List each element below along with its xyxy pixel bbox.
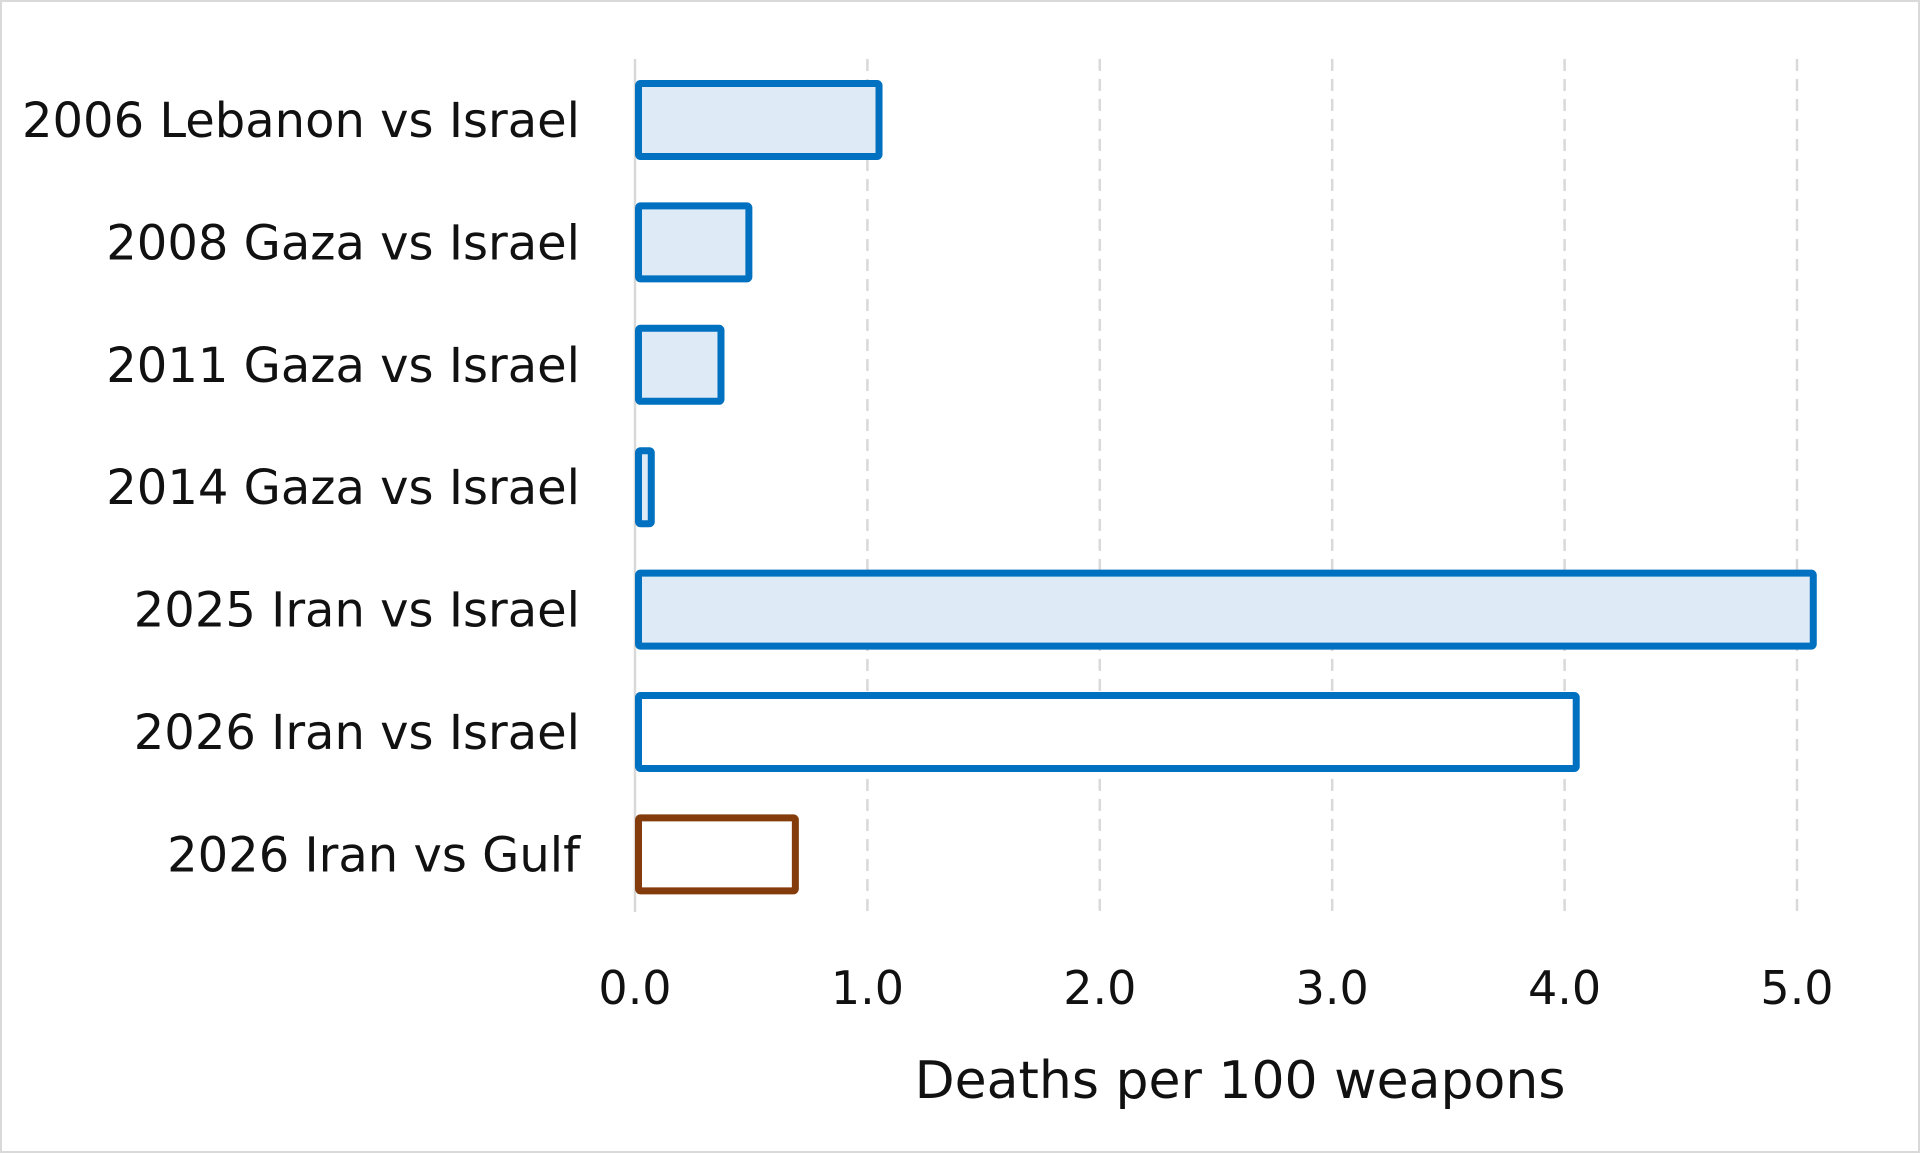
category-label: 2025 Iran vs Israel: [134, 583, 580, 639]
bar: [635, 80, 883, 160]
x-tick-label: 3.0: [1296, 961, 1369, 1015]
bar: [635, 569, 1817, 650]
category-labels: 2006 Lebanon vs Israel 2008 Gaza vs Israe…: [22, 93, 581, 883]
category-label: 2026 Iran vs Israel: [134, 705, 580, 761]
x-tick-label: 2.0: [1063, 961, 1136, 1015]
x-tick-labels: 0.0 1.0 2.0 3.0 4.0 5.0: [598, 961, 1833, 1015]
x-tick-label: 5.0: [1760, 961, 1833, 1015]
bar: [635, 447, 655, 528]
bar: [635, 692, 1580, 772]
category-label: 2026 Iran vs Gulf: [167, 827, 581, 883]
bar: [635, 324, 725, 405]
gridlines: [633, 59, 1799, 912]
category-label: 2011 Gaza vs Israel: [106, 338, 580, 394]
bar: [635, 814, 799, 895]
category-label: 2014 Gaza vs Israel: [106, 460, 580, 516]
bars: [635, 80, 1817, 895]
x-axis-title: Deaths per 100 weapons: [915, 1051, 1566, 1111]
x-tick-label: 1.0: [831, 961, 904, 1015]
x-tick-label: 4.0: [1528, 961, 1601, 1015]
x-tick-label: 0.0: [598, 961, 671, 1015]
bar: [635, 202, 753, 283]
category-label: 2006 Lebanon vs Israel: [22, 93, 580, 149]
category-label: 2008 Gaza vs Israel: [106, 215, 580, 271]
